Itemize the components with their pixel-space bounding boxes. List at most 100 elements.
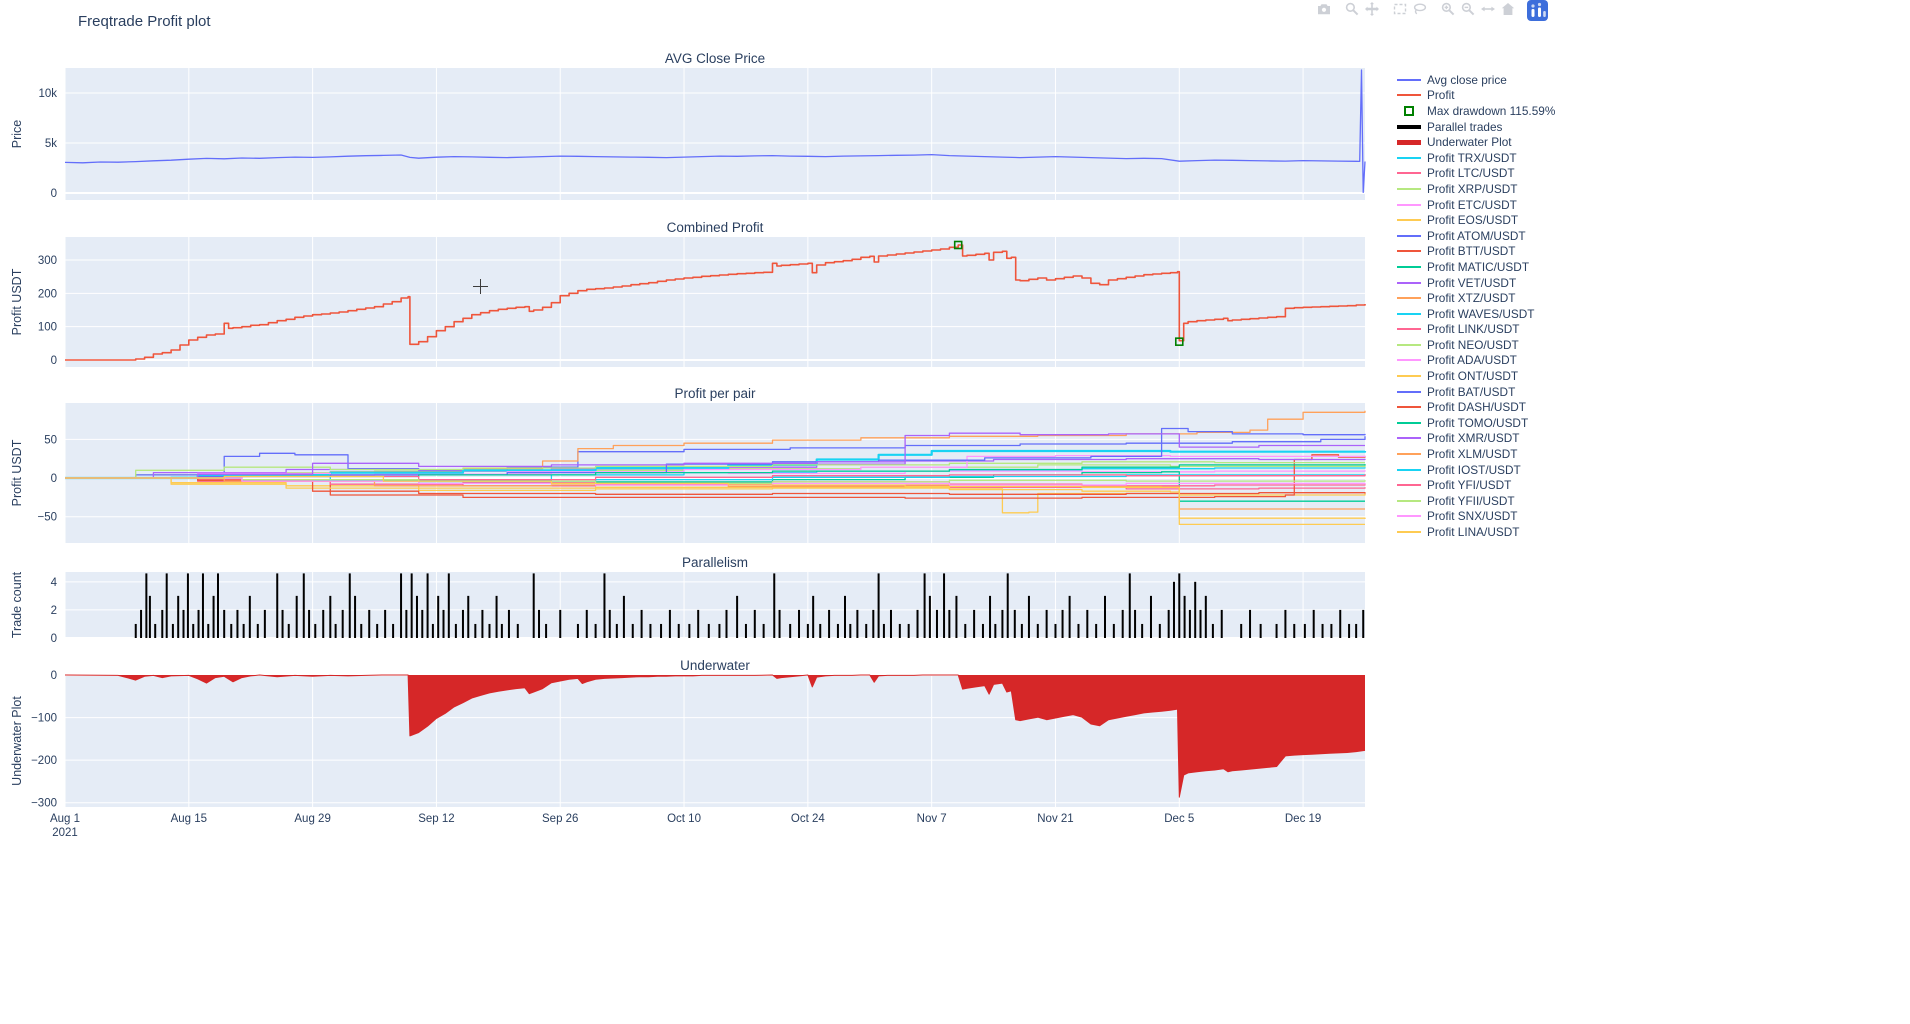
trade-count-bar[interactable] <box>1036 623 1039 638</box>
trade-count-bar[interactable] <box>576 623 579 638</box>
trade-count-bar[interactable] <box>516 623 519 638</box>
trade-count-bar[interactable] <box>186 573 189 638</box>
zoom-out-icon[interactable] <box>1459 0 1477 17</box>
trade-count-bar[interactable] <box>192 623 195 638</box>
trade-count-bar[interactable] <box>467 595 470 638</box>
trade-count-bar[interactable] <box>360 623 363 638</box>
trade-count-bar[interactable] <box>384 609 387 638</box>
trade-count-bar[interactable] <box>660 623 663 638</box>
series-line-profit-ada-usdt[interactable] <box>65 454 1366 479</box>
legend-item-profit-snx-usdt[interactable]: Profit SNX/USDT <box>1396 509 1566 525</box>
trade-count-bar[interactable] <box>882 623 885 638</box>
trade-count-bar[interactable] <box>981 623 984 638</box>
trade-count-bar[interactable] <box>989 595 992 638</box>
trade-count-bar[interactable] <box>442 609 445 638</box>
trade-count-bar[interactable] <box>812 595 815 638</box>
legend-item-profit-etc-usdt[interactable]: Profit ETC/USDT <box>1396 197 1566 213</box>
trade-count-bar[interactable] <box>916 609 919 638</box>
trade-count-bar[interactable] <box>1240 623 1243 638</box>
trade-count-bar[interactable] <box>1249 609 1252 638</box>
legend-item-profit[interactable]: Profit <box>1396 88 1566 104</box>
trade-count-bar[interactable] <box>334 623 337 638</box>
series-line-profit-btt-usdt[interactable] <box>65 454 1366 499</box>
trade-count-bar[interactable] <box>1134 609 1137 638</box>
trade-count-bar[interactable] <box>943 573 946 638</box>
series-line-profit-dash-usdt[interactable] <box>65 477 1366 495</box>
series-line-profit-vet-usdt[interactable] <box>65 458 1366 479</box>
trade-count-bar[interactable] <box>948 609 951 638</box>
trade-count-bar[interactable] <box>532 573 535 638</box>
trade-count-bar[interactable] <box>1339 609 1342 638</box>
trade-count-bar[interactable] <box>718 623 721 638</box>
trade-count-bar[interactable] <box>798 609 801 638</box>
trade-count-bar[interactable] <box>928 595 931 638</box>
trade-count-bar[interactable] <box>415 595 418 638</box>
series-line-underwater-plot[interactable] <box>64 674 1366 798</box>
trade-count-bar[interactable] <box>849 623 852 638</box>
legend-item-profit-dash-usdt[interactable]: Profit DASH/USDT <box>1396 399 1566 415</box>
trade-count-bar[interactable] <box>1158 623 1161 638</box>
legend-item-profit-eos-usdt[interactable]: Profit EOS/USDT <box>1396 212 1566 228</box>
trade-count-bar[interactable] <box>145 573 148 638</box>
trade-count-bar[interactable] <box>1077 623 1080 638</box>
trade-count-bar[interactable] <box>615 623 618 638</box>
trade-count-bar[interactable] <box>844 595 846 638</box>
trade-count-bar[interactable] <box>778 609 781 638</box>
trade-count-bar[interactable] <box>1061 609 1064 638</box>
trade-count-bar[interactable] <box>177 595 180 638</box>
trade-count-bar[interactable] <box>1045 609 1048 638</box>
trade-count-bar[interactable] <box>973 609 976 638</box>
trade-count-bar[interactable] <box>212 595 215 638</box>
trade-count-bar[interactable] <box>314 623 317 638</box>
series-line-profit-bat-usdt[interactable] <box>65 427 1366 479</box>
trade-count-bar[interactable] <box>964 623 967 638</box>
trade-count-bar[interactable] <box>1362 609 1365 638</box>
trade-count-bar[interactable] <box>923 573 926 638</box>
legend-item-profit-link-usdt[interactable]: Profit LINK/USDT <box>1396 322 1566 338</box>
trade-count-bar[interactable] <box>725 609 728 638</box>
legend-item-parallel-trades[interactable]: Parallel trades <box>1396 119 1566 135</box>
trade-count-bar[interactable] <box>697 609 700 638</box>
trade-count-bar[interactable] <box>230 623 233 638</box>
trade-count-bar[interactable] <box>1178 573 1181 638</box>
trade-count-bar[interactable] <box>736 595 739 638</box>
trade-count-bar[interactable] <box>668 609 671 638</box>
trade-count-bar[interactable] <box>207 623 210 638</box>
trade-count-bar[interactable] <box>421 609 424 638</box>
trade-count-bar[interactable] <box>1013 609 1016 638</box>
legend-item-profit-xrp-usdt[interactable]: Profit XRP/USDT <box>1396 181 1566 197</box>
trade-count-bar[interactable] <box>907 623 910 638</box>
trade-count-bar[interactable] <box>302 573 305 638</box>
legend-item-profit-bat-usdt[interactable]: Profit BAT/USDT <box>1396 384 1566 400</box>
legend-item-underwater-plot[interactable]: Underwater Plot <box>1396 134 1566 150</box>
trade-count-bar[interactable] <box>677 623 680 638</box>
reset-axes-icon[interactable] <box>1499 0 1517 17</box>
legend-item-profit-xtz-usdt[interactable]: Profit XTZ/USDT <box>1396 290 1566 306</box>
trade-count-bar[interactable] <box>437 595 440 638</box>
trade-count-bar[interactable] <box>182 609 185 638</box>
trade-count-bar[interactable] <box>1284 609 1287 638</box>
zoom-icon[interactable] <box>1343 0 1361 17</box>
trade-count-bar[interactable] <box>171 623 174 638</box>
trade-count-bar[interactable] <box>935 609 938 638</box>
legend-item-profit-ada-usdt[interactable]: Profit ADA/USDT <box>1396 353 1566 369</box>
trade-count-bar[interactable] <box>1141 623 1144 638</box>
legend-item-profit-atom-usdt[interactable]: Profit ATOM/USDT <box>1396 228 1566 244</box>
trade-count-bar[interactable] <box>1112 623 1115 638</box>
max-drawdown-marker[interactable] <box>1174 337 1184 346</box>
trade-count-bar[interactable] <box>287 623 290 638</box>
trade-count-bar[interactable] <box>223 609 226 638</box>
trade-count-bar[interactable] <box>1128 573 1131 638</box>
trade-count-bar[interactable] <box>1149 595 1152 638</box>
trade-count-bar[interactable] <box>148 595 151 638</box>
trade-count-bar[interactable] <box>955 595 958 638</box>
series-line-profit-lina-usdt[interactable] <box>65 475 1365 526</box>
trade-count-bar[interactable] <box>348 573 351 638</box>
legend-item-profit-neo-usdt[interactable]: Profit NEO/USDT <box>1396 337 1566 353</box>
trade-count-bar[interactable] <box>603 573 606 638</box>
trade-count-bar[interactable] <box>649 623 652 638</box>
trade-count-bar[interactable] <box>507 609 510 638</box>
trade-count-bar[interactable] <box>161 609 164 638</box>
legend-item-profit-btt-usdt[interactable]: Profit BTT/USDT <box>1396 244 1566 260</box>
trade-count-bar[interactable] <box>1183 595 1186 638</box>
